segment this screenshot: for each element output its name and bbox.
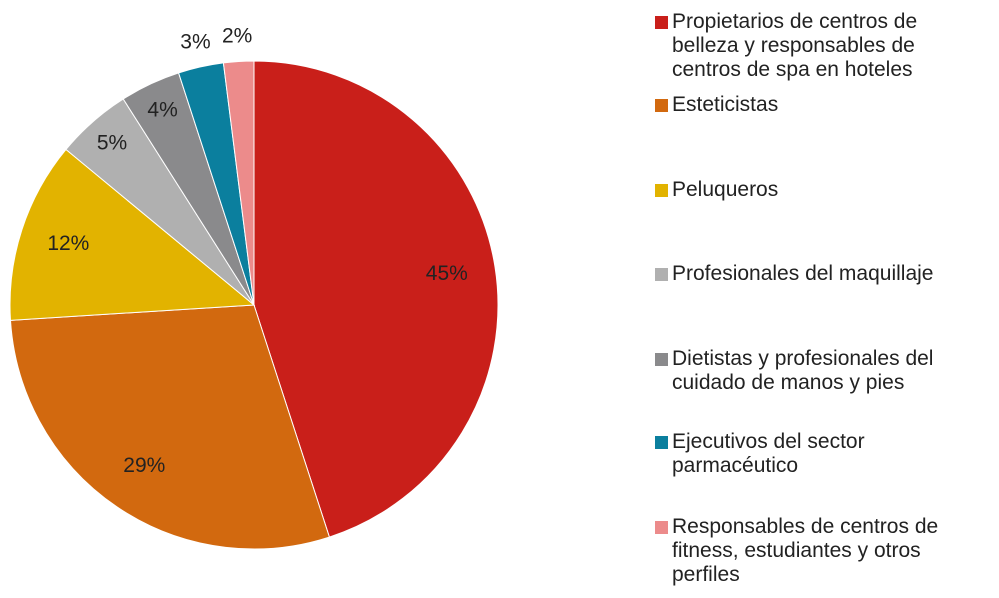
data-label: 4% (147, 98, 177, 121)
pie-slice (9, 304, 331, 550)
legend-label: Esteticistas (672, 93, 779, 116)
legend-item: Propietarios de centros de belleza y res… (655, 10, 985, 82)
pie-slice (253, 60, 499, 538)
legend-label: Peluqueros (672, 178, 779, 201)
legend-item: Ejecutivos del sector parmacéutico (655, 430, 985, 478)
legend-label: Profesionales del maquillaje (672, 262, 934, 285)
legend-item: Esteticistas (655, 93, 985, 117)
data-label: 5% (97, 131, 127, 154)
pie: 45% 29% 12% 5% 4% 3% 2% (9, 25, 499, 550)
legend-swatch (655, 353, 668, 366)
legend-swatch (655, 184, 668, 197)
data-label: 12% (47, 232, 89, 255)
legend-swatch (655, 436, 668, 449)
legend-swatch (655, 99, 668, 112)
data-label: 3% (180, 31, 210, 54)
legend-item: Profesionales del maquillaje (655, 262, 985, 286)
legend-item: Responsables de centros de fitness, estu… (655, 515, 985, 587)
pie-slice (9, 148, 256, 321)
legend-label: Propietarios de centros de belleza y res… (672, 10, 918, 81)
legend-swatch (655, 16, 668, 29)
legend-label: Ejecutivos del sector parmacéutico (672, 430, 865, 477)
legend-label: Responsables de centros de fitness, estu… (672, 515, 939, 586)
data-label: 45% (426, 262, 468, 285)
data-label: 29% (123, 454, 165, 477)
data-label: 2% (222, 25, 252, 48)
legend-swatch (655, 268, 668, 281)
legend-swatch (655, 521, 668, 534)
legend-label: Dietistas y profesionales del cuidado de… (672, 347, 934, 394)
pie-slice (222, 60, 255, 306)
legend-item: Peluqueros (655, 178, 985, 202)
legend-item: Dietistas y profesionales del cuidado de… (655, 347, 985, 395)
